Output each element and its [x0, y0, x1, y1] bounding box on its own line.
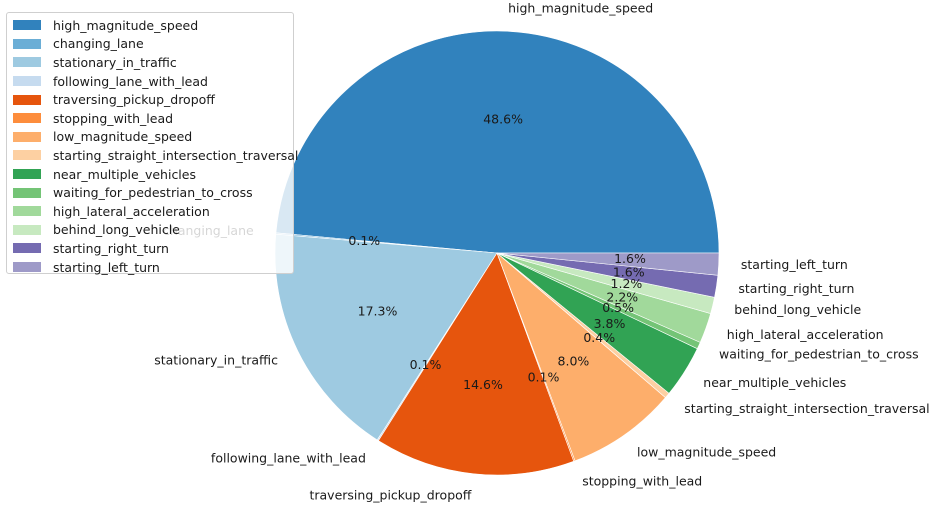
pct-low-magnitude-speed: 8.0% — [558, 354, 590, 369]
legend-item-stopping-with-lead: stopping_with_lead — [13, 109, 293, 128]
legend-item-behind-long-vehicle: behind_long_vehicle — [13, 221, 293, 240]
legend-swatch — [13, 113, 41, 124]
legend-swatch — [13, 243, 41, 254]
legend-label: low_magnitude_speed — [53, 129, 193, 145]
legend-swatch — [13, 38, 41, 49]
pct-starting-straight-intersection-traversal: 0.4% — [583, 330, 615, 345]
label-waiting-for-pedestrian-to-cross: waiting_for_pedestrian_to_cross — [719, 346, 919, 361]
legend-item-traversing-pickup-dropoff: traversing_pickup_dropoff — [13, 90, 293, 109]
legend-item-waiting-for-pedestrian-to-cross: waiting_for_pedestrian_to_cross — [13, 183, 293, 202]
pct-stationary-in-traffic: 17.3% — [358, 303, 398, 318]
slice-low-magnitude-speed — [496, 252, 666, 462]
legend-label: stopping_with_lead — [53, 110, 174, 126]
legend-swatch — [13, 262, 41, 273]
label-traversing-pickup-dropoff: traversing_pickup_dropoff — [309, 487, 471, 502]
legend-item-stationary-in-traffic: stationary_in_traffic — [13, 53, 293, 72]
legend-item-near-multiple-vehicles: near_multiple_vehicles — [13, 165, 293, 184]
legend-item-low-magnitude-speed: low_magnitude_speed — [13, 128, 293, 147]
pct-behind-long-vehicle: 1.2% — [611, 276, 643, 291]
legend-swatch — [13, 131, 41, 142]
label-high-magnitude-speed: high_magnitude_speed — [508, 1, 653, 16]
legend-item-high-lateral-acceleration: high_lateral_acceleration — [13, 202, 293, 221]
legend-label: stationary_in_traffic — [53, 54, 177, 70]
legend-item-following-lane-with-lead: following_lane_with_lead — [13, 72, 293, 91]
pct-following-lane-with-lead: 0.1% — [410, 357, 442, 372]
label-near-multiple-vehicles: near_multiple_vehicles — [703, 375, 846, 390]
label-following-lane-with-lead: following_lane_with_lead — [211, 451, 366, 466]
pie-slices — [274, 30, 720, 476]
pct-high-lateral-acceleration: 2.2% — [606, 290, 638, 305]
legend-label: changing_lane — [53, 36, 144, 52]
slice-traversing-pickup-dropoff — [378, 252, 575, 476]
pct-near-multiple-vehicles: 3.8% — [594, 316, 626, 331]
legend-label: near_multiple_vehicles — [53, 166, 196, 182]
label-stopping-with-lead: stopping_with_lead — [582, 473, 702, 488]
legend-item-changing-lane: changing_lane — [13, 35, 293, 54]
legend-swatch — [13, 169, 41, 180]
legend-label: traversing_pickup_dropoff — [53, 92, 215, 108]
pct-changing-lane: 0.1% — [348, 233, 380, 248]
legend-item-high-magnitude-speed: high_magnitude_speed — [13, 16, 293, 35]
legend-swatch — [13, 20, 41, 31]
legend-label: starting_right_turn — [53, 240, 169, 256]
label-behind-long-vehicle: behind_long_vehicle — [734, 302, 861, 317]
legend-swatch — [13, 94, 41, 105]
label-high-lateral-acceleration: high_lateral_acceleration — [727, 327, 884, 342]
legend-item-starting-left-turn: starting_left_turn — [13, 258, 293, 277]
pct-starting-left-turn: 1.6% — [614, 251, 646, 266]
legend-label: high_magnitude_speed — [53, 17, 199, 33]
pct-stopping-with-lead: 0.1% — [528, 369, 560, 384]
slice-category-labels: high_magnitude_speedchanging_lanestation… — [154, 1, 929, 503]
legend-swatch — [13, 224, 41, 235]
legend-label: starting_left_turn — [53, 259, 160, 275]
label-stationary-in-traffic: stationary_in_traffic — [154, 353, 278, 368]
slice-high-magnitude-speed — [275, 30, 720, 254]
legend-swatch — [13, 206, 41, 217]
legend-item-starting-right-turn: starting_right_turn — [13, 239, 293, 258]
legend-label: high_lateral_acceleration — [53, 203, 210, 219]
legend-label: waiting_for_pedestrian_to_cross — [53, 185, 253, 201]
pct-high-magnitude-speed: 48.6% — [483, 111, 523, 126]
slice-starting-left-turn — [496, 252, 720, 276]
legend-swatch — [13, 187, 41, 198]
slice-percent-labels: 48.6%0.1%17.3%0.1%14.6%0.1%8.0%0.4%3.8%0… — [348, 111, 646, 392]
label-starting-left-turn: starting_left_turn — [741, 257, 848, 272]
label-starting-right-turn: starting_right_turn — [738, 281, 854, 296]
legend-item-starting-straight-intersection-traversal: starting_straight_intersection_traversal — [13, 146, 298, 165]
legend-label: behind_long_vehicle — [53, 222, 180, 238]
label-starting-straight-intersection-traversal: starting_straight_intersection_traversal — [684, 401, 929, 416]
legend-swatch — [13, 76, 41, 87]
legend-label: following_lane_with_lead — [53, 73, 208, 89]
pct-traversing-pickup-dropoff: 14.6% — [463, 377, 503, 392]
legend-swatch — [13, 57, 41, 68]
pct-starting-right-turn: 1.6% — [613, 265, 645, 280]
pct-waiting-for-pedestrian-to-cross: 0.5% — [602, 300, 634, 315]
legend-label: starting_straight_intersection_traversal — [53, 147, 299, 163]
label-low-magnitude-speed: low_magnitude_speed — [637, 445, 776, 460]
legend-swatch — [13, 150, 41, 161]
